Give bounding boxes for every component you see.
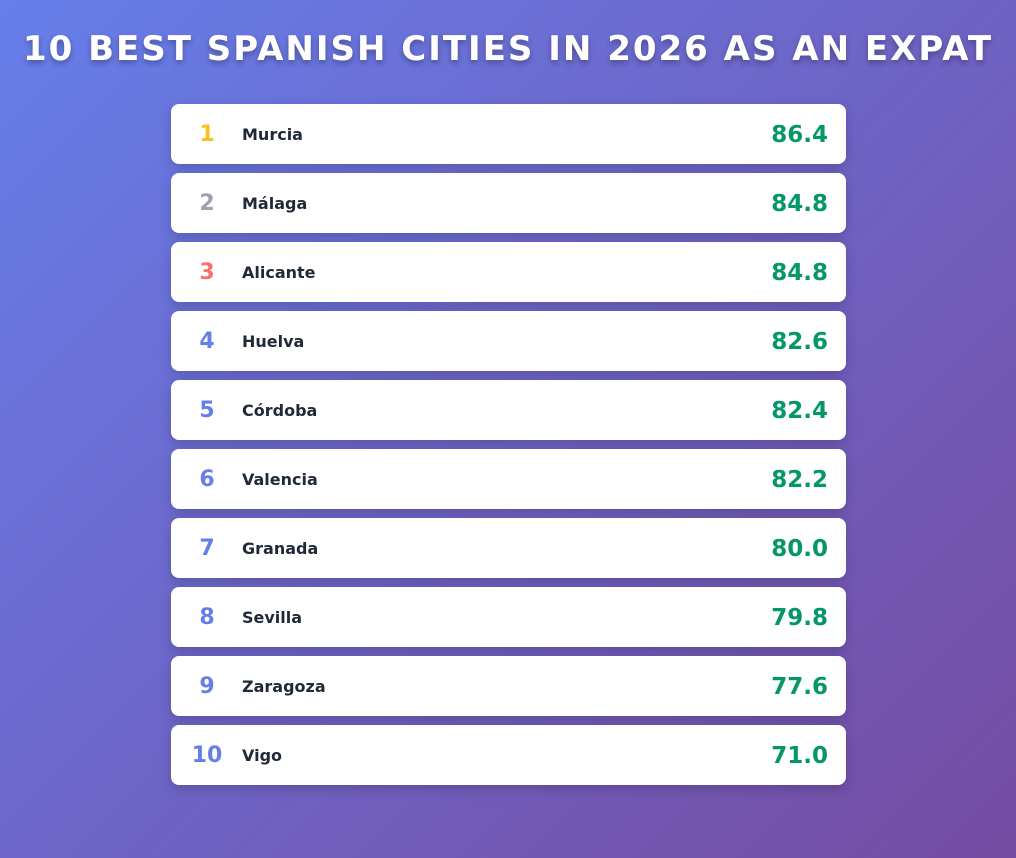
city-name: Málaga: [242, 194, 308, 213]
rank-number: 4: [199, 329, 215, 354]
city-name: Córdoba: [242, 401, 318, 420]
city-score: 86.4: [771, 122, 828, 148]
ranking-row: 5 Córdoba 82.4: [171, 380, 846, 440]
rank-number: 7: [199, 536, 215, 561]
page-title: 10 BEST SPANISH CITIES IN 2026 AS AN EXP…: [22, 29, 994, 69]
ranking-row: 6 Valencia 82.2: [171, 449, 846, 509]
rank-number: 10: [191, 743, 223, 768]
city-score: 82.4: [771, 398, 828, 424]
ranking-row: 3 Alicante 84.8: [171, 242, 846, 302]
city-name: Zaragoza: [242, 677, 326, 696]
city-score: 77.6: [771, 674, 828, 700]
rank-number: 8: [199, 605, 215, 630]
rank-number: 3: [199, 260, 215, 285]
city-name: Huelva: [242, 332, 305, 351]
city-score: 80.0: [771, 536, 828, 562]
ranking-row: 9 Zaragoza 77.6: [171, 656, 846, 716]
city-score: 82.6: [771, 329, 828, 355]
city-score: 82.2: [771, 467, 828, 493]
city-name: Valencia: [242, 470, 318, 489]
rank-number: 1: [199, 122, 215, 147]
rankings-list: 1 Murcia 86.4 2 Málaga 84.8 3 Alicante 8…: [171, 104, 846, 794]
ranking-row: 2 Málaga 84.8: [171, 173, 846, 233]
city-name: Granada: [242, 539, 319, 558]
city-name: Alicante: [242, 263, 316, 282]
rank-number: 6: [199, 467, 215, 492]
city-score: 84.8: [771, 260, 828, 286]
city-name: Vigo: [242, 746, 283, 765]
rank-number: 2: [199, 191, 215, 216]
ranking-row: 7 Granada 80.0: [171, 518, 846, 578]
city-name: Murcia: [242, 125, 303, 144]
city-name: Sevilla: [242, 608, 303, 627]
ranking-row: 8 Sevilla 79.8: [171, 587, 846, 647]
ranking-row: 1 Murcia 86.4: [171, 104, 846, 164]
rank-number: 5: [199, 398, 215, 423]
ranking-row: 10 Vigo 71.0: [171, 725, 846, 785]
rank-number: 9: [199, 674, 215, 699]
city-score: 84.8: [771, 191, 828, 217]
ranking-row: 4 Huelva 82.6: [171, 311, 846, 371]
city-score: 79.8: [771, 605, 828, 631]
city-score: 71.0: [771, 743, 828, 769]
